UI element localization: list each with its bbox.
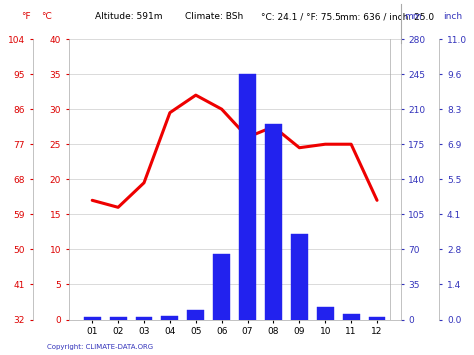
Text: Altitude: 591m: Altitude: 591m	[95, 12, 162, 21]
Text: inch: inch	[443, 12, 462, 21]
Text: mm: 636 / inch: 25.0: mm: 636 / inch: 25.0	[340, 12, 435, 21]
Bar	[136, 317, 153, 320]
Bar	[343, 315, 360, 320]
Bar	[317, 307, 334, 320]
Text: °C: 24.1 / °F: 75.5: °C: 24.1 / °F: 75.5	[261, 12, 341, 21]
Text: Climate: BSh: Climate: BSh	[185, 12, 243, 21]
Text: °C: °C	[41, 12, 52, 21]
Bar	[265, 124, 282, 320]
Text: mm: mm	[405, 12, 422, 21]
Bar	[162, 317, 178, 320]
Bar	[187, 311, 204, 320]
Text: °F: °F	[21, 12, 31, 21]
Bar	[109, 317, 127, 320]
Bar	[369, 317, 385, 320]
Bar	[239, 74, 256, 320]
Bar	[291, 234, 308, 320]
Bar	[213, 255, 230, 320]
Bar	[84, 317, 100, 320]
Text: Copyright: CLIMATE-DATA.ORG: Copyright: CLIMATE-DATA.ORG	[47, 344, 154, 350]
